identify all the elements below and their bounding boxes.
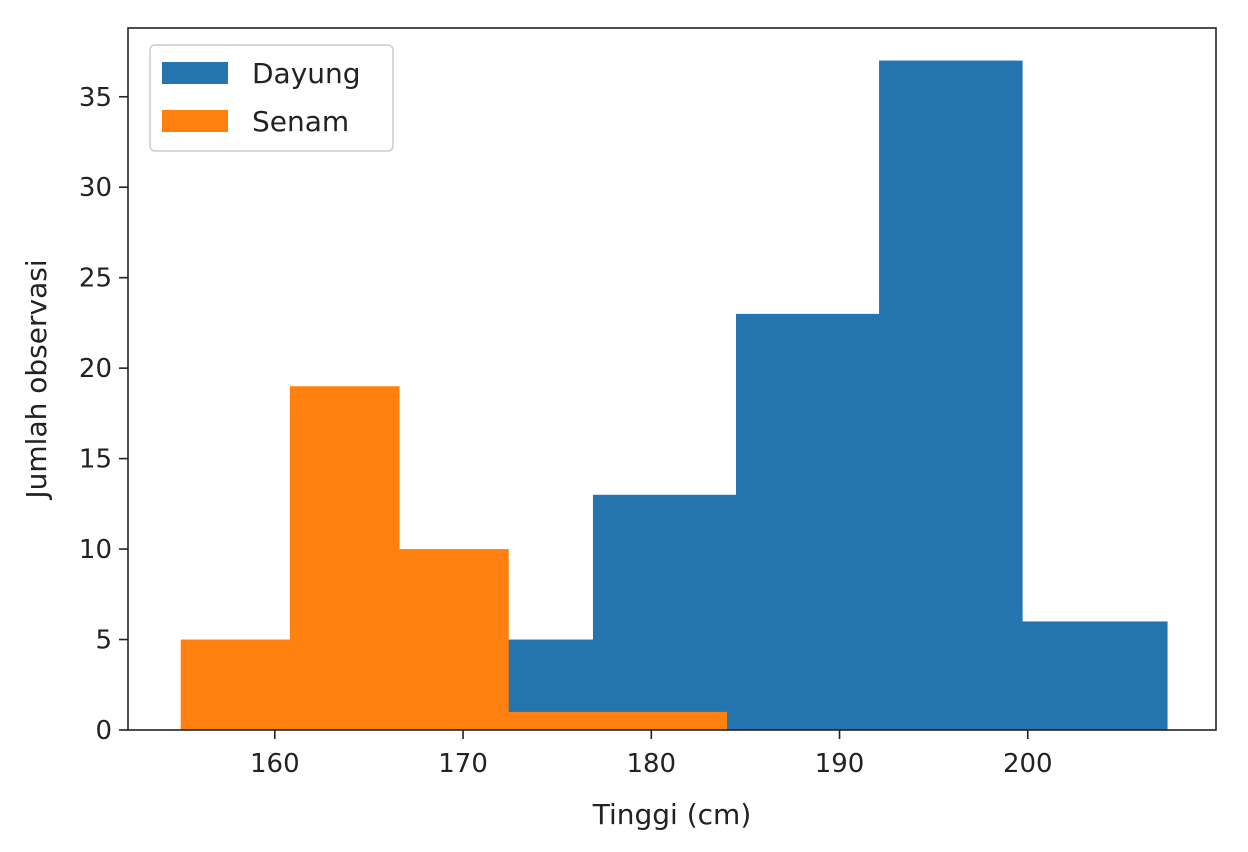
plot-frame xyxy=(127,27,1217,731)
x-tick-label: 160 xyxy=(250,749,300,779)
bar-senam-0 xyxy=(180,639,291,730)
x-axis: 160 170 180 190 200 xyxy=(250,730,1053,779)
y-tick-label: 35 xyxy=(79,83,112,113)
bar-dayung-3 xyxy=(879,60,1023,730)
bar-senam-4 xyxy=(617,711,728,730)
bar-senam-1 xyxy=(289,386,400,730)
legend-label-dayung: Dayung xyxy=(252,57,361,90)
y-tick-label: 5 xyxy=(95,626,112,656)
bar-dayung-4 xyxy=(1022,621,1168,730)
y-tick-label: 15 xyxy=(79,445,112,475)
legend-swatch-senam xyxy=(162,110,228,132)
y-tick-label: 25 xyxy=(79,264,112,294)
x-tick-label: 200 xyxy=(1003,749,1053,779)
bar-dayung-2 xyxy=(736,313,880,730)
legend: Dayung Senam xyxy=(149,44,394,152)
y-axis-label: Jumlah observasi xyxy=(20,259,53,500)
y-tick-label: 10 xyxy=(79,535,112,565)
legend-label-senam: Senam xyxy=(252,105,349,138)
x-tick-label: 190 xyxy=(815,749,865,779)
bars-layer xyxy=(180,60,1168,730)
bar-dayung-1 xyxy=(592,494,737,730)
bar-senam-3 xyxy=(508,711,618,730)
bar-senam-2 xyxy=(399,549,509,730)
y-tick-label: 30 xyxy=(79,173,112,203)
x-axis-label: Tinggi (cm) xyxy=(592,798,752,831)
y-tick-label: 0 xyxy=(95,716,112,746)
x-tick-label: 180 xyxy=(626,749,676,779)
legend-swatch-dayung xyxy=(162,62,228,84)
y-tick-label: 20 xyxy=(79,354,112,384)
y-axis: 0 5 10 15 20 25 30 35 xyxy=(79,83,128,746)
x-tick-label: 170 xyxy=(438,749,488,779)
